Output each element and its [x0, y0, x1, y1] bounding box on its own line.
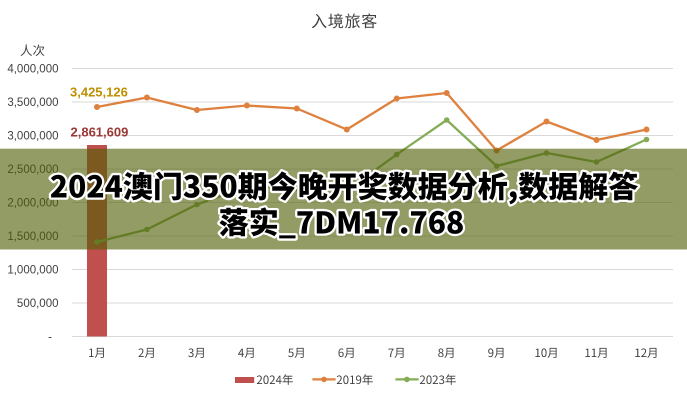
svg-text:4,000,000: 4,000,000 — [7, 64, 58, 76]
svg-text:500,000: 500,000 — [17, 298, 59, 310]
svg-text:3,500,000: 3,500,000 — [7, 97, 58, 109]
svg-text:2,861,609: 2,861,609 — [71, 125, 129, 140]
svg-text:3,000,000: 3,000,000 — [7, 131, 58, 143]
svg-text:-: - — [48, 332, 52, 344]
svg-text:3,425,126: 3,425,126 — [70, 84, 128, 99]
svg-text:1,000,000: 1,000,000 — [7, 265, 58, 277]
